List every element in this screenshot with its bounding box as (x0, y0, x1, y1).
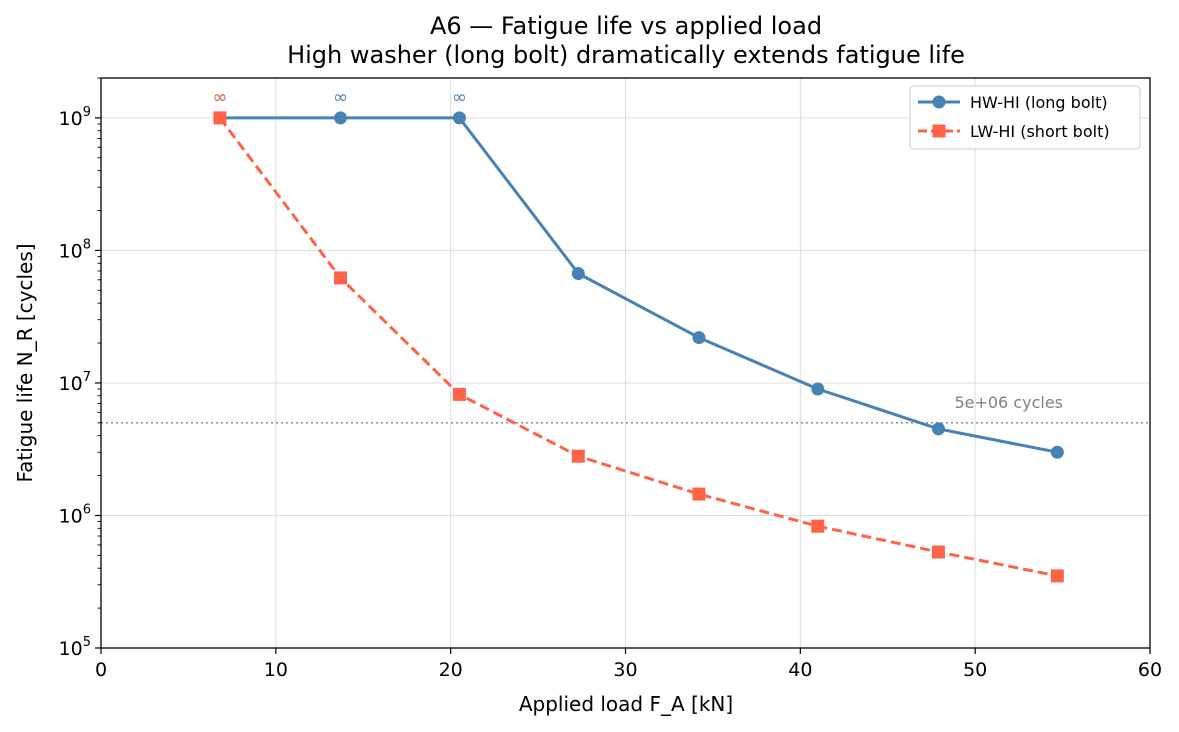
series-group (213, 111, 1064, 583)
legend-box (909, 85, 1141, 150)
x-tick-label: 60 (1138, 659, 1162, 681)
reference-line-group: 5e+06 cycles (101, 393, 1150, 424)
infinity-marker: ∞ (452, 87, 467, 108)
y-axis-label: Fatigue life N_R [cycles] (13, 243, 37, 482)
infinity-marker: ∞ (333, 87, 348, 108)
grid-lines (100, 78, 1151, 649)
infinity-marker: ∞ (212, 87, 227, 108)
data-point (571, 266, 585, 280)
y-tick-label: 105 (59, 635, 91, 660)
x-axis-label: Applied load F_A [kN] (519, 692, 733, 716)
x-tick-label: 20 (439, 659, 463, 681)
infinite-marks-group: ∞ ∞ ∞∞ (212, 87, 467, 108)
data-point (571, 449, 585, 463)
y-tick-label: 106 (59, 502, 91, 527)
legend-marker (932, 124, 946, 138)
data-point (334, 111, 348, 125)
data-point (811, 382, 825, 396)
data-point (334, 271, 348, 285)
chart-title: A6 — Fatigue life vs applied load (430, 12, 822, 40)
series-line (218, 116, 1058, 578)
reference-line-label: 5e+06 cycles (954, 393, 1063, 412)
x-axis-ticks: 0 10 20 30 40 50 60 (95, 648, 1162, 681)
series-2 (213, 111, 1064, 583)
data-point (1050, 445, 1064, 459)
x-tick-label: 40 (788, 659, 812, 681)
chart-subtitle: High washer (long bolt) dramatically ext… (287, 41, 965, 69)
data-point (692, 331, 706, 345)
data-point (931, 545, 945, 559)
data-point (1050, 569, 1064, 583)
y-tick-label: 109 (59, 105, 91, 130)
data-point (811, 519, 825, 533)
y-tick-label: 107 (59, 370, 91, 395)
series-line (219, 116, 1058, 454)
legend: HW-HI (long bolt) LW-HI (short bolt) (909, 85, 1141, 150)
data-point (931, 422, 945, 436)
legend-marker (932, 95, 946, 109)
x-tick-label: 50 (963, 659, 987, 681)
x-tick-label: 10 (264, 659, 288, 681)
x-tick-label: 0 (95, 659, 107, 681)
infinity-marker: ∞ (212, 87, 227, 108)
data-point (452, 111, 466, 125)
data-point (452, 387, 466, 401)
y-axis-ticks: 105 106 107 108 109 (59, 77, 101, 660)
x-tick-label: 30 (613, 659, 637, 681)
legend-label: HW-HI (long bolt) (970, 93, 1108, 112)
data-point (692, 487, 706, 501)
legend-label: LW-HI (short bolt) (970, 122, 1110, 141)
y-tick-label: 108 (59, 237, 91, 262)
series-1 (213, 111, 1064, 459)
data-point (213, 111, 227, 125)
